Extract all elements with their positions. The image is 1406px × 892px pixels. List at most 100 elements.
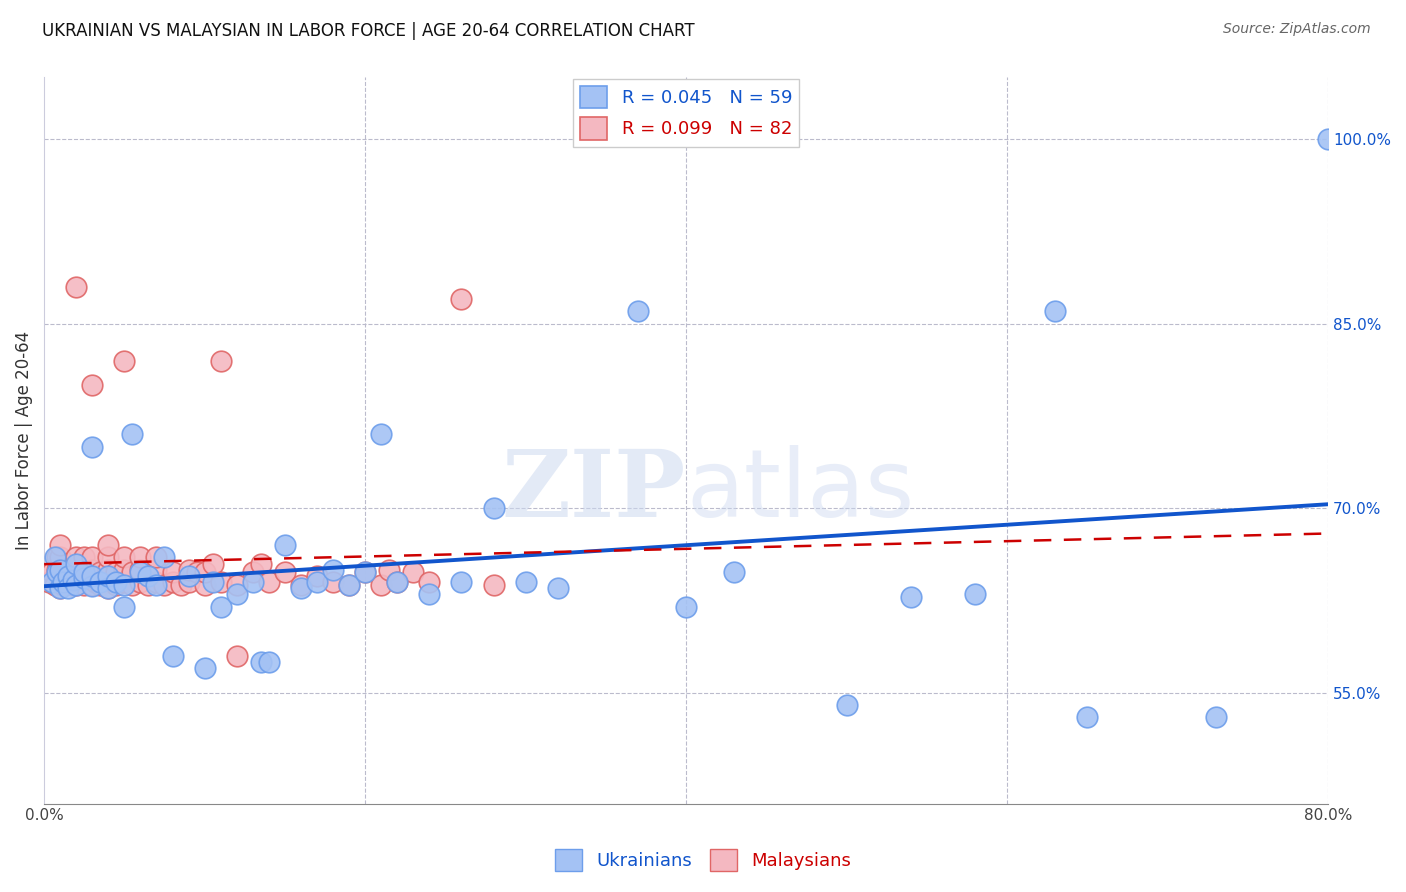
Point bbox=[145, 577, 167, 591]
Point bbox=[194, 577, 217, 591]
Point bbox=[65, 557, 87, 571]
Point bbox=[162, 575, 184, 590]
Point bbox=[675, 599, 697, 614]
Point bbox=[257, 655, 280, 669]
Point bbox=[835, 698, 858, 713]
Point bbox=[387, 575, 409, 590]
Point bbox=[121, 566, 143, 580]
Point bbox=[225, 577, 247, 591]
Point bbox=[82, 378, 104, 392]
Point bbox=[129, 550, 152, 565]
Point bbox=[129, 566, 152, 580]
Point bbox=[450, 292, 472, 306]
Point bbox=[177, 563, 200, 577]
Point bbox=[67, 575, 90, 590]
Point bbox=[97, 569, 120, 583]
Point bbox=[89, 566, 111, 580]
Point bbox=[82, 579, 104, 593]
Point bbox=[186, 566, 208, 580]
Point bbox=[41, 575, 63, 590]
Point bbox=[65, 557, 87, 571]
Point bbox=[56, 575, 79, 590]
Legend: R = 0.045   N = 59, R = 0.099   N = 82: R = 0.045 N = 59, R = 0.099 N = 82 bbox=[572, 79, 800, 146]
Point bbox=[105, 566, 128, 580]
Point bbox=[82, 550, 104, 565]
Point bbox=[162, 566, 184, 580]
Point bbox=[41, 566, 63, 580]
Point bbox=[515, 575, 537, 590]
Point bbox=[38, 575, 60, 590]
Point bbox=[145, 575, 167, 590]
Point bbox=[112, 550, 135, 565]
Point bbox=[482, 577, 505, 591]
Y-axis label: In Labor Force | Age 20-64: In Labor Force | Age 20-64 bbox=[15, 331, 32, 550]
Point bbox=[723, 566, 745, 580]
Point bbox=[418, 587, 440, 601]
Point bbox=[1317, 132, 1340, 146]
Point bbox=[225, 648, 247, 663]
Point bbox=[44, 550, 66, 565]
Point bbox=[201, 557, 224, 571]
Point bbox=[97, 575, 120, 590]
Point bbox=[129, 563, 152, 577]
Point bbox=[49, 563, 72, 577]
Point bbox=[46, 566, 69, 580]
Point bbox=[121, 577, 143, 591]
Point bbox=[201, 575, 224, 590]
Point bbox=[387, 575, 409, 590]
Point bbox=[65, 569, 87, 583]
Point bbox=[138, 577, 160, 591]
Point bbox=[370, 427, 392, 442]
Point bbox=[82, 577, 104, 591]
Point bbox=[354, 566, 377, 580]
Point bbox=[73, 566, 96, 580]
Point bbox=[305, 569, 328, 583]
Point bbox=[450, 575, 472, 590]
Point bbox=[153, 550, 176, 565]
Point bbox=[169, 577, 191, 591]
Point bbox=[82, 563, 104, 577]
Point bbox=[52, 577, 75, 591]
Point bbox=[97, 581, 120, 595]
Point bbox=[112, 353, 135, 368]
Point bbox=[378, 563, 401, 577]
Point bbox=[1205, 710, 1227, 724]
Point bbox=[73, 566, 96, 580]
Point bbox=[145, 550, 167, 565]
Point bbox=[52, 575, 75, 590]
Point bbox=[194, 566, 217, 580]
Point bbox=[290, 577, 312, 591]
Point bbox=[177, 575, 200, 590]
Point bbox=[56, 581, 79, 595]
Point bbox=[65, 577, 87, 591]
Point bbox=[129, 575, 152, 590]
Point bbox=[49, 566, 72, 580]
Text: UKRAINIAN VS MALAYSIAN IN LABOR FORCE | AGE 20-64 CORRELATION CHART: UKRAINIAN VS MALAYSIAN IN LABOR FORCE | … bbox=[42, 22, 695, 40]
Point bbox=[62, 573, 84, 587]
Point bbox=[84, 575, 107, 590]
Point bbox=[274, 538, 297, 552]
Point bbox=[82, 440, 104, 454]
Point bbox=[242, 566, 264, 580]
Point bbox=[209, 599, 232, 614]
Point bbox=[65, 577, 87, 591]
Point bbox=[145, 563, 167, 577]
Point bbox=[73, 550, 96, 565]
Point bbox=[322, 563, 344, 577]
Point bbox=[305, 575, 328, 590]
Point bbox=[82, 569, 104, 583]
Point bbox=[73, 577, 96, 591]
Point bbox=[138, 569, 160, 583]
Point bbox=[242, 575, 264, 590]
Point bbox=[73, 571, 96, 585]
Point bbox=[49, 581, 72, 595]
Point bbox=[97, 550, 120, 565]
Point bbox=[153, 577, 176, 591]
Point bbox=[482, 501, 505, 516]
Point bbox=[49, 550, 72, 565]
Point bbox=[44, 577, 66, 591]
Point bbox=[274, 566, 297, 580]
Point bbox=[112, 563, 135, 577]
Point bbox=[249, 655, 271, 669]
Point bbox=[209, 575, 232, 590]
